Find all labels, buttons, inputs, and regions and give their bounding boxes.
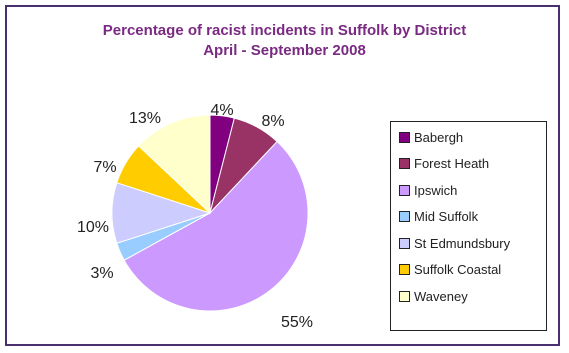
pie-chart: 4% 8% 55% 3% 10% 7% 13% xyxy=(77,102,313,331)
legend-item-ipswich: Ipswich xyxy=(399,182,457,198)
legend-item-waveney: Waveney xyxy=(399,288,468,304)
chart-subtitle-line: April - September 2008 xyxy=(203,42,366,59)
legend-swatch xyxy=(399,290,410,302)
chart-frame: Percentage of racist incidents in Suffol… xyxy=(5,5,560,346)
slice-label-mid-suffolk: 3% xyxy=(90,265,113,282)
legend-item-mid-suffolk: Mid Suffolk xyxy=(399,209,478,225)
chart-title-line: Percentage of racist incidents in Suffol… xyxy=(102,22,467,39)
legend-item-suffolk-coastal: Suffolk Coastal xyxy=(399,262,501,278)
legend-item-forest-heath: Forest Heath xyxy=(399,156,489,172)
legend-item-st-edmundsbury: St Edmundsbury xyxy=(399,235,510,251)
legend-swatch xyxy=(399,158,410,169)
slice-label-st-edmundsbury: 10% xyxy=(77,219,109,236)
legend-label: Mid Suffolk xyxy=(414,209,479,224)
slice-label-babergh: 4% xyxy=(210,102,233,119)
slice-label-waveney: 13% xyxy=(129,110,161,127)
legend-swatch xyxy=(399,237,410,249)
legend-label: Babergh xyxy=(414,129,464,145)
legend-label: Suffolk Coastal xyxy=(414,262,502,277)
legend-label: Waveney xyxy=(414,288,468,304)
chart-title: Percentage of racist incidents in Suffol… xyxy=(7,21,562,61)
legend-swatch xyxy=(399,184,410,196)
legend-label: Forest Heath xyxy=(414,156,490,171)
legend-item-babergh: Babergh xyxy=(399,129,463,145)
legend-swatch xyxy=(399,211,410,222)
pie-slice-waveney xyxy=(137,114,211,215)
slice-label-suffolk-coastal: 7% xyxy=(93,159,116,176)
legend-label: Ipswich xyxy=(414,182,458,198)
legend-swatch xyxy=(399,264,410,275)
legend: Babergh Forest Heath Ipswich Mid Suffolk St … xyxy=(390,121,547,331)
legend-swatch xyxy=(399,131,410,143)
slice-label-ipswich: 55% xyxy=(281,314,313,331)
legend-label: St Edmundsbury xyxy=(414,235,511,251)
pie-slice-ipswich xyxy=(123,140,309,312)
slice-label-forest-heath: 8% xyxy=(261,113,284,130)
